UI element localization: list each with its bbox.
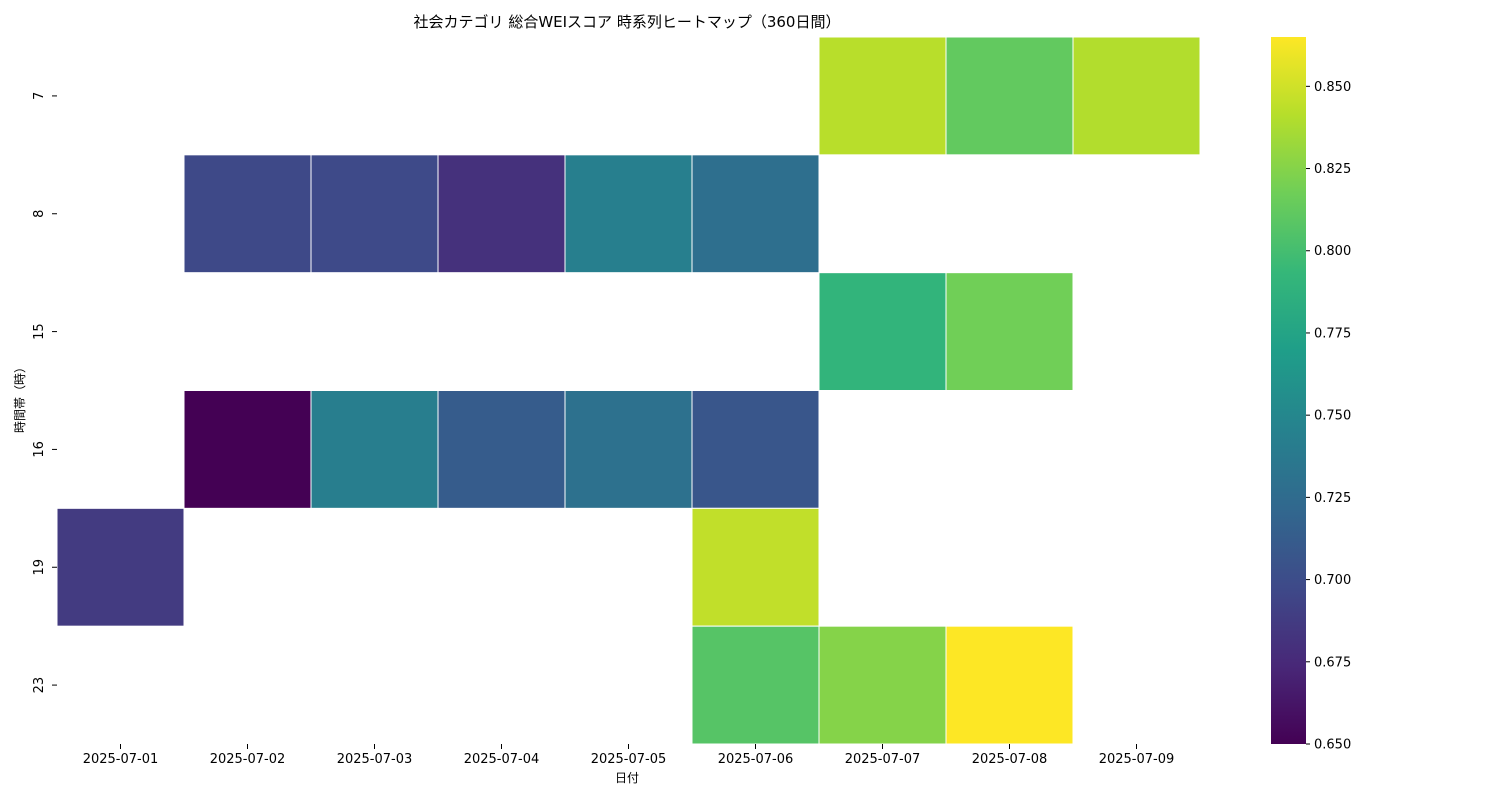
x-tick-label: 2025-07-04 — [464, 752, 540, 767]
colorbar-gradient — [1271, 37, 1306, 744]
heatmap-cell — [564, 390, 693, 509]
x-axis-ticks: 2025-07-01 2025-07-02 2025-07-03 2025-07-04… — [83, 744, 1175, 767]
colorbar-tick-label: 0.650 — [1314, 738, 1351, 753]
x-axis-label: 日付 — [615, 771, 639, 785]
x-tick-label: 2025-07-08 — [972, 752, 1048, 767]
heatmap-cell — [691, 154, 820, 274]
x-tick-label: 2025-07-09 — [1099, 752, 1175, 767]
y-tick-label: 19 — [32, 559, 47, 576]
heatmap-cell — [691, 390, 820, 509]
colorbar-tick-label: 0.800 — [1314, 244, 1351, 259]
colorbar-tick-label: 0.725 — [1314, 491, 1351, 506]
colorbar-tick-label: 0.825 — [1314, 162, 1351, 177]
heatmap-cell — [818, 625, 947, 745]
colorbar-tick-label: 0.775 — [1314, 326, 1351, 341]
heatmap-cell — [56, 507, 185, 627]
heatmap-cell — [310, 154, 439, 274]
heatmap-cell — [310, 390, 439, 509]
y-tick-label: 15 — [32, 323, 47, 340]
x-tick-label: 2025-07-03 — [337, 752, 413, 767]
x-tick-label: 2025-07-07 — [845, 752, 921, 767]
heatmap-cell — [818, 36, 947, 156]
chart-title: 社会カテゴリ 総合WEIスコア 時系列ヒートマップ（360日間） — [414, 13, 841, 31]
heatmap-cell — [183, 154, 312, 274]
colorbar-tick-label: 0.700 — [1314, 573, 1351, 588]
heatmap-cell — [183, 390, 312, 509]
heatmap-cell — [945, 625, 1074, 745]
colorbar: 0.650 0.675 0.700 0.725 0.750 0.775 0.800 0.825… — [1271, 37, 1351, 753]
colorbar-tick-label: 0.850 — [1314, 80, 1351, 95]
y-tick-label: 7 — [32, 92, 47, 100]
heatmap-cell — [945, 272, 1074, 391]
colorbar-tick-label: 0.675 — [1314, 655, 1351, 670]
heatmap-cell — [691, 625, 820, 745]
y-axis-label: 時間帯（時） — [13, 361, 27, 433]
colorbar-tick-label: 0.750 — [1314, 409, 1351, 424]
heatmap-cell — [945, 36, 1074, 156]
heatmap-cell — [1072, 36, 1201, 156]
x-tick-label: 2025-07-01 — [83, 752, 159, 767]
heatmap-cells — [56, 36, 1201, 745]
x-tick-label: 2025-07-06 — [718, 752, 794, 767]
y-tick-label: 16 — [32, 441, 47, 458]
x-tick-label: 2025-07-02 — [210, 752, 286, 767]
y-axis-ticks: 7 8 15 16 19 23 — [32, 92, 57, 694]
heatmap-cell — [691, 507, 820, 627]
heatmap-cell — [818, 272, 947, 391]
heatmap-cell — [437, 154, 566, 274]
y-tick-label: 23 — [32, 677, 47, 694]
x-tick-label: 2025-07-05 — [591, 752, 667, 767]
y-tick-label: 8 — [32, 210, 47, 218]
heatmap-cell — [564, 154, 693, 274]
heatmap-cell — [437, 390, 566, 509]
